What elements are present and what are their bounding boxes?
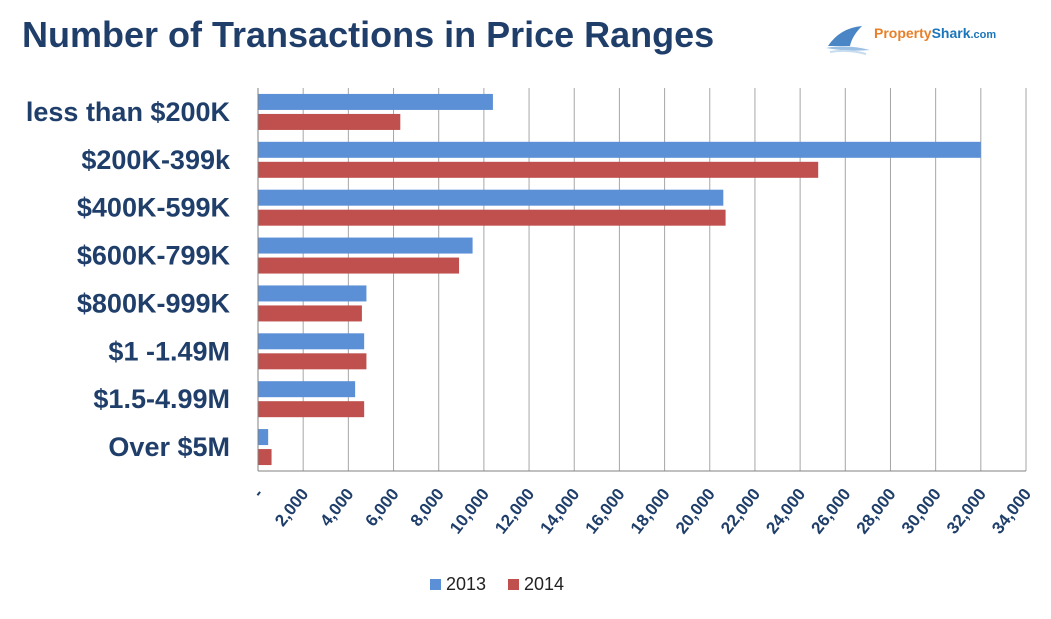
shark-fin-icon bbox=[826, 26, 870, 55]
category-label: $600K-799K bbox=[77, 241, 231, 271]
legend-swatch-2013 bbox=[430, 579, 441, 590]
bar-2013 bbox=[258, 429, 269, 446]
bar-2014 bbox=[258, 353, 367, 370]
bar-2014 bbox=[258, 113, 401, 130]
chart-title: Number of Transactions in Price Ranges bbox=[22, 14, 715, 55]
x-tick-label: 6,000 bbox=[362, 485, 403, 530]
category-labels: less than $200K $200K-399k $400K-599K $600K… bbox=[26, 97, 231, 462]
x-tick-labels: -2,000 4,000 6,000 8,00010,00012,00014,0001… bbox=[249, 485, 1035, 538]
x-axis bbox=[257, 88, 1026, 472]
legend-label-2013: 2013 bbox=[446, 574, 486, 594]
legend-swatch-2014 bbox=[508, 579, 519, 590]
bar-2014 bbox=[258, 449, 272, 466]
bars bbox=[258, 93, 981, 466]
category-label: $400K-599K bbox=[77, 193, 231, 223]
x-tick-label: 26,000 bbox=[807, 485, 854, 538]
bar-2013 bbox=[258, 93, 493, 110]
bar-2014 bbox=[258, 161, 819, 178]
x-tick-label: - bbox=[249, 485, 267, 501]
x-tick-label: 32,000 bbox=[943, 485, 990, 538]
x-tick-label: 16,000 bbox=[582, 485, 629, 538]
bar-2013 bbox=[258, 333, 365, 350]
x-tick-label: 22,000 bbox=[717, 485, 764, 538]
legend-label-2014: 2014 bbox=[524, 574, 564, 594]
bar-2014 bbox=[258, 305, 362, 322]
category-label: $800K-999K bbox=[77, 288, 231, 318]
category-label: Over $5M bbox=[108, 432, 230, 462]
legend: 2013 2014 bbox=[430, 574, 564, 594]
bar-2013 bbox=[258, 381, 356, 398]
bar-2014 bbox=[258, 257, 460, 274]
propertyshark-logo: PropertyShark.com bbox=[826, 22, 1026, 58]
x-tick-label: 28,000 bbox=[853, 485, 900, 538]
x-tick-label: 18,000 bbox=[627, 485, 674, 538]
bar-2013 bbox=[258, 189, 724, 206]
category-label: $1 -1.49M bbox=[108, 336, 230, 366]
x-tick-label: 4,000 bbox=[316, 485, 357, 530]
category-label: less than $200K bbox=[26, 97, 231, 127]
x-tick-label: 10,000 bbox=[446, 485, 493, 538]
x-tick-label: 2,000 bbox=[271, 485, 312, 530]
bar-2013 bbox=[258, 237, 473, 254]
bar-2013 bbox=[258, 285, 367, 302]
x-tick-label: 30,000 bbox=[898, 485, 945, 538]
bar-2014 bbox=[258, 209, 726, 226]
x-tick-label: 12,000 bbox=[491, 485, 538, 538]
x-tick-label: 34,000 bbox=[988, 485, 1035, 538]
x-tick-label: 20,000 bbox=[672, 485, 719, 538]
x-tick-label: 8,000 bbox=[407, 485, 448, 530]
bar-2014 bbox=[258, 401, 365, 418]
logo-text: PropertyShark.com bbox=[874, 25, 997, 41]
bar-2013 bbox=[258, 141, 981, 158]
x-tick-label: 14,000 bbox=[536, 485, 583, 538]
x-tick-label: 24,000 bbox=[762, 485, 809, 538]
category-label: $200K-399k bbox=[81, 145, 231, 175]
category-label: $1.5-4.99M bbox=[93, 384, 230, 414]
